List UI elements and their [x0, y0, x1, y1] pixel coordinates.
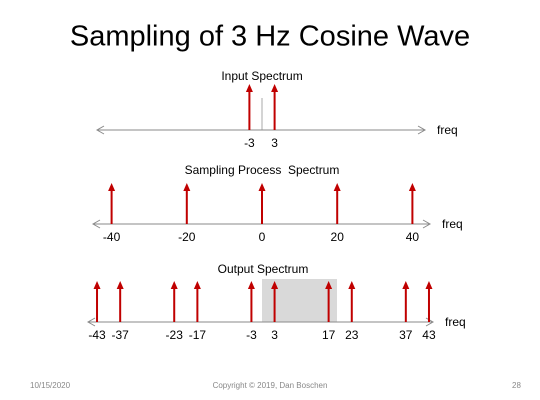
impulse-label: -43 — [88, 328, 106, 342]
impulse-head — [93, 281, 101, 289]
impulse — [170, 281, 178, 322]
impulse-head — [271, 84, 279, 92]
impulse-head — [247, 281, 255, 289]
impulse-label: 23 — [345, 328, 359, 342]
impulse-label: 0 — [259, 230, 266, 244]
impulse-label: 20 — [331, 230, 345, 244]
axis-label: freq — [442, 217, 463, 231]
impulse-label: 3 — [271, 136, 278, 150]
footer-page: 28 — [512, 381, 521, 390]
impulse — [116, 281, 124, 322]
axis-arrow-left — [86, 317, 96, 327]
impulse — [408, 183, 416, 224]
panel-title: Output Spectrum — [218, 262, 309, 276]
impulse-head — [325, 281, 333, 289]
impulse — [325, 281, 333, 322]
slide-title: Sampling of 3 Hz Cosine Wave — [70, 21, 470, 53]
impulse — [247, 281, 255, 322]
impulse-label: 43 — [422, 328, 436, 342]
impulse-head — [271, 281, 279, 289]
impulse — [271, 84, 279, 130]
impulse-head — [108, 183, 116, 191]
impulse-head — [245, 84, 253, 92]
impulse-label: -40 — [103, 230, 121, 244]
impulse-head — [408, 183, 416, 191]
impulse — [402, 281, 410, 322]
impulse-label: 37 — [399, 328, 413, 342]
impulse — [271, 281, 279, 322]
impulse — [108, 183, 116, 224]
impulse — [258, 183, 266, 224]
impulse — [93, 281, 101, 322]
impulse-head — [193, 281, 201, 289]
impulse-label: 40 — [406, 230, 420, 244]
impulse — [183, 183, 191, 224]
impulse-label: -3 — [246, 328, 257, 342]
panel-title: Input Spectrum — [221, 69, 302, 83]
impulse-label: -3 — [244, 136, 255, 150]
impulse-head — [348, 281, 356, 289]
impulse-label: 3 — [271, 328, 278, 342]
impulse-label: -20 — [178, 230, 196, 244]
impulse-head — [183, 183, 191, 191]
impulse — [193, 281, 201, 322]
axis-arrow-right — [422, 219, 432, 229]
impulse-head — [425, 281, 433, 289]
footer-copyright: Copyright © 2019, Dan Boschen — [213, 381, 328, 390]
impulse-head — [170, 281, 178, 289]
impulse — [425, 281, 433, 322]
impulse — [348, 281, 356, 322]
footer-date: 10/15/2020 — [30, 381, 71, 390]
panel-title: Sampling Process Spectrum — [185, 163, 340, 177]
impulse-label: 17 — [322, 328, 336, 342]
impulse — [333, 183, 341, 224]
impulse-label: -23 — [166, 328, 184, 342]
impulse-head — [333, 183, 341, 191]
impulse-label: -17 — [189, 328, 207, 342]
axis-label: freq — [437, 123, 458, 137]
impulse-label: -37 — [112, 328, 130, 342]
axis-label: freq — [445, 315, 466, 329]
impulse-head — [116, 281, 124, 289]
impulse-head — [258, 183, 266, 191]
axis-arrow-right — [417, 125, 427, 135]
impulse — [245, 84, 253, 130]
axis-arrow-left — [95, 125, 105, 135]
axis-arrow-left — [91, 219, 101, 229]
impulse-head — [402, 281, 410, 289]
